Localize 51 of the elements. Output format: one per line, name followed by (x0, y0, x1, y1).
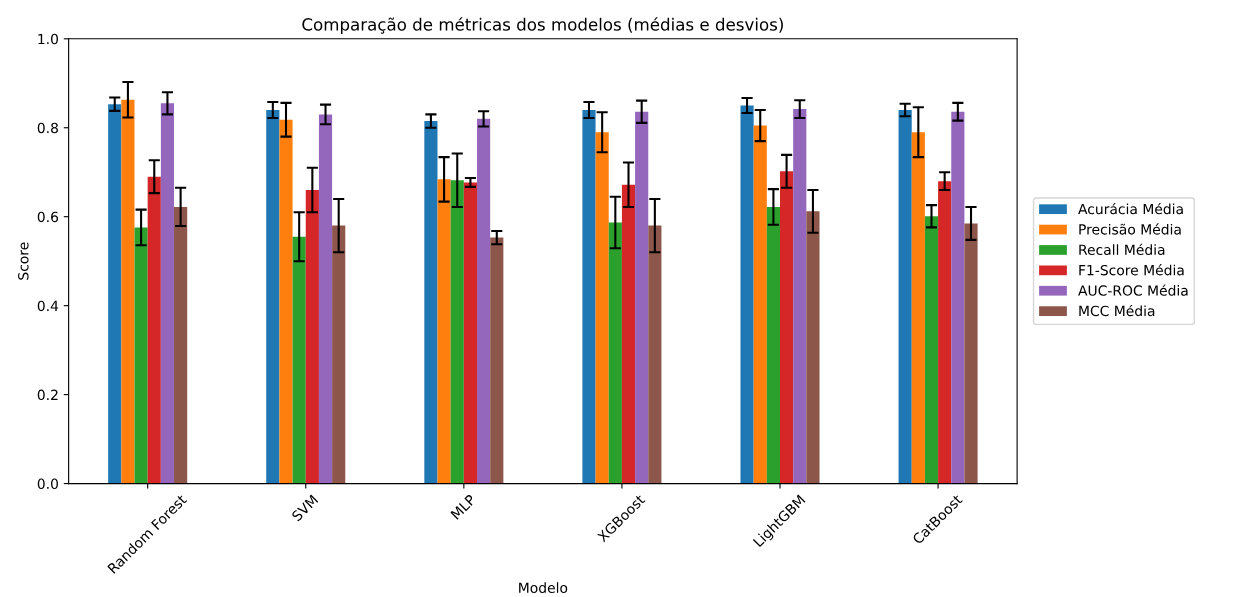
chart-title: Comparação de métricas dos modelos (médias e desvios) (302, 17, 783, 34)
bar (621, 184, 636, 484)
legend-label: AUC-ROC Média (1078, 284, 1188, 296)
bar (266, 109, 280, 484)
y-tick-label: 0.4 (37, 300, 59, 312)
y-tick-label: 1.0 (38, 33, 58, 45)
bar (740, 105, 754, 484)
bar (134, 227, 148, 484)
bar (806, 211, 820, 484)
bar (951, 111, 965, 484)
legend-label: F1-Score Média (1079, 264, 1184, 276)
legend-label: Acurácia Média (1078, 202, 1183, 215)
bar (793, 109, 807, 484)
bar (938, 181, 952, 484)
bar (332, 225, 346, 484)
bar (924, 216, 939, 484)
bar (780, 171, 794, 484)
bar (121, 99, 135, 484)
bar (424, 121, 438, 484)
bar (898, 109, 912, 484)
bar (911, 132, 925, 484)
bar (318, 114, 333, 484)
bar (477, 118, 491, 484)
y-tick-label: 0.0 (37, 478, 58, 490)
bar (147, 176, 161, 484)
bar (305, 190, 319, 484)
legend-label: Precisão Média (1079, 223, 1181, 235)
bar (608, 222, 622, 484)
bar (490, 237, 504, 484)
bar (279, 119, 293, 484)
bar (108, 104, 122, 484)
bar (463, 182, 478, 484)
bar (174, 206, 188, 484)
bar (648, 225, 662, 484)
legend-label: Recall Média (1079, 243, 1165, 256)
x-axis-title: Modelo (519, 582, 568, 594)
bar (635, 111, 649, 484)
legend-label: MCC Média (1079, 304, 1155, 317)
bar (160, 103, 175, 484)
bar (450, 180, 464, 484)
bar (964, 223, 978, 484)
bar (595, 132, 609, 484)
bar (753, 125, 767, 484)
y-axis-title: Score (18, 242, 29, 280)
y-tick-label: 0.6 (37, 211, 59, 223)
bar (292, 236, 306, 484)
y-tick-label: 0.8 (37, 122, 58, 134)
bar (582, 109, 596, 484)
bar (766, 206, 780, 484)
bar (437, 179, 451, 484)
y-tick-label: 0.2 (37, 389, 58, 401)
